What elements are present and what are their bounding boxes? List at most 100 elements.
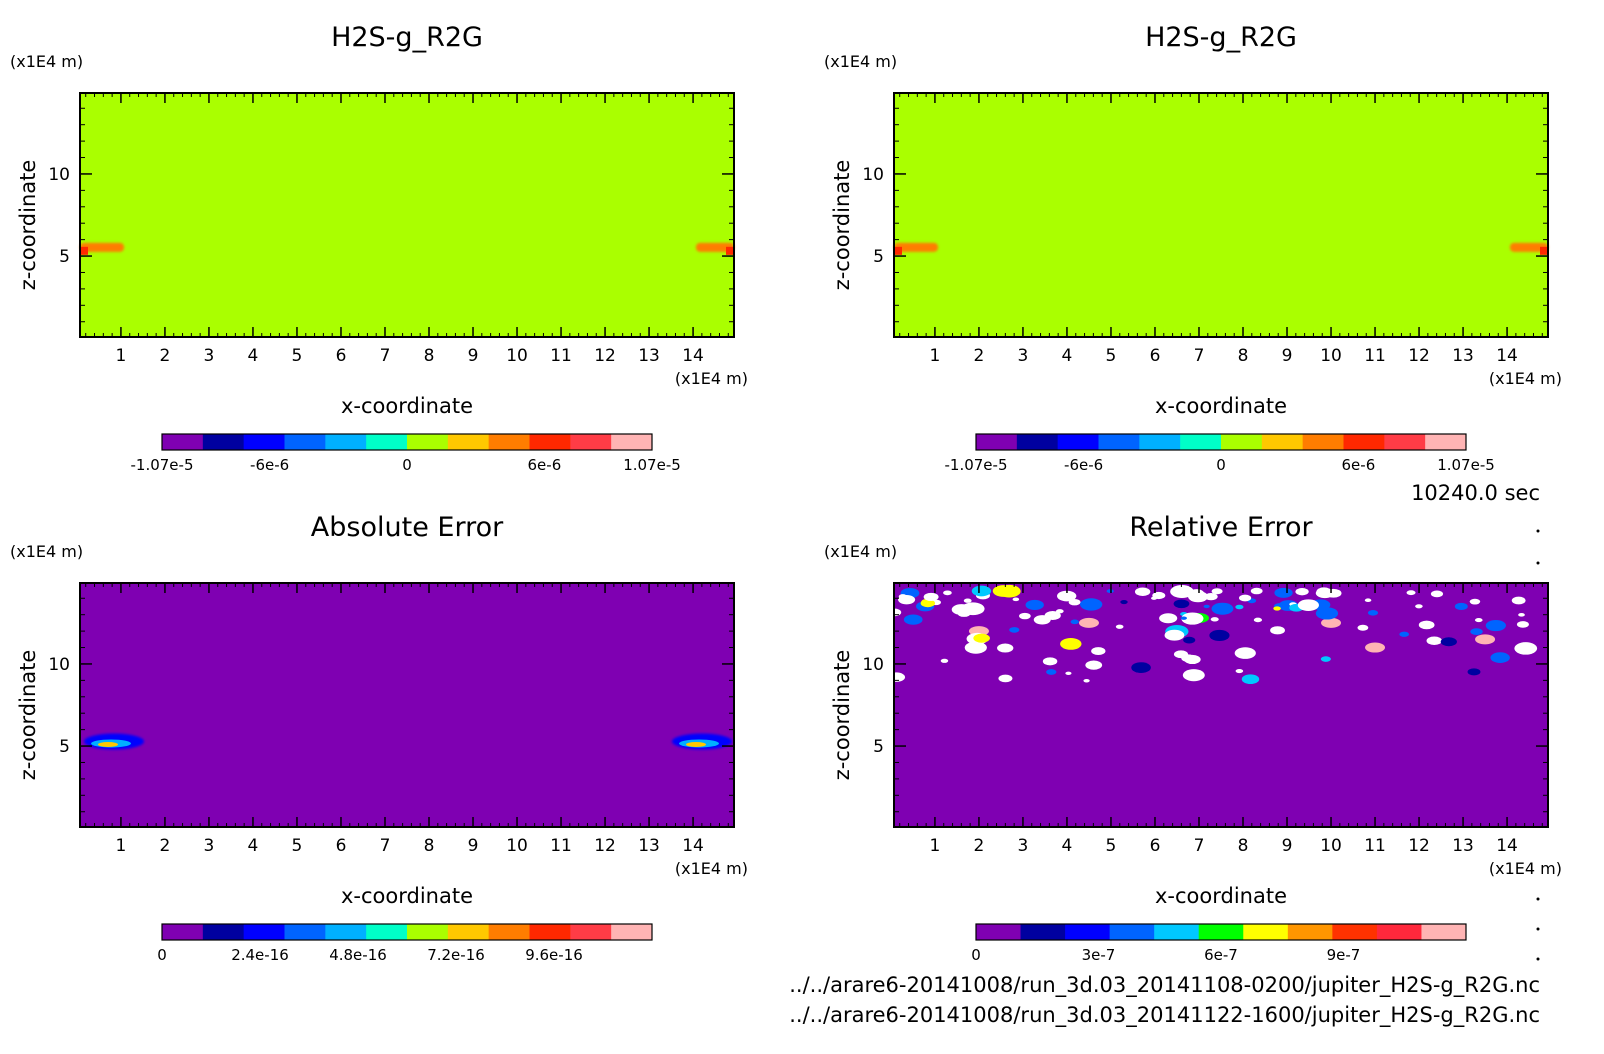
x-tick-label: 8: [424, 346, 435, 366]
x-tick-label: 13: [638, 836, 660, 856]
x-tick-label: 12: [594, 346, 616, 366]
error-speck: [1295, 589, 1304, 594]
error-speck: [1055, 609, 1064, 614]
error-speck: [1211, 588, 1223, 595]
colorbar-swatch: [1198, 924, 1244, 940]
chart-title: H2S-g_R2G: [1145, 22, 1297, 53]
colorbar-swatch: [1243, 924, 1289, 940]
x-tick-label: 1: [930, 836, 941, 856]
error-speck: [1511, 596, 1526, 605]
x-tick-label: 6: [1150, 836, 1161, 856]
error-feature: [1475, 634, 1496, 645]
error-speck: [1454, 602, 1468, 610]
error-speck: [1474, 618, 1483, 623]
colorbar-swatch: [1016, 434, 1059, 450]
colorbar-tick-label: 0: [971, 946, 981, 964]
error-speck: [1068, 598, 1081, 606]
error-speck: [1151, 596, 1158, 600]
x-tick-label: 9: [1282, 836, 1293, 856]
x-tick-label: 10: [1320, 836, 1342, 856]
colorbar-frame: [161, 923, 653, 941]
error-speck: [1170, 585, 1194, 598]
colorbar-swatch: [407, 924, 449, 940]
x-tick-label: 6: [1150, 346, 1161, 366]
colorbar-swatch: [202, 924, 245, 940]
x-tick-label: 4: [248, 836, 259, 856]
error-speck: [1181, 612, 1204, 625]
error-speck: [1320, 656, 1331, 662]
chart-panel-4: Relative Error(x1E4 m)1 2 3 4 5 6 7 8 9 10 11 12 13 1…: [824, 512, 1562, 964]
x-tick-label: 7: [380, 346, 391, 366]
x-tick-label: 7: [1194, 836, 1205, 856]
error-speck: [1019, 612, 1031, 620]
chart-panel-3: Absolute Error(x1E4 m)1 2 3 4 5 6 7 8 9 10 11 12 13 1…: [10, 512, 748, 964]
error-speck: [1057, 590, 1077, 602]
error-speck: [1440, 637, 1457, 647]
x-unit-label: (x1E4 m): [675, 369, 748, 388]
colorbar-swatch: [1065, 924, 1111, 940]
colorbar-swatch: [284, 434, 326, 450]
field-feature: [1510, 242, 1548, 252]
field-feature: [894, 242, 938, 252]
y-tick-label: 5: [59, 737, 70, 757]
error-speck: [1516, 621, 1529, 628]
colorbar-swatch: [1057, 434, 1099, 450]
error-speck: [951, 604, 972, 615]
colorbar-tick-label: 3e-7: [1082, 946, 1116, 964]
error-speck: [1134, 587, 1151, 596]
error-speck: [1181, 654, 1196, 663]
y-unit-label: (x1E4 m): [824, 542, 897, 561]
colorbar-tick-label: -1.07e-5: [131, 456, 194, 474]
y-tick-label: 5: [873, 737, 884, 757]
x-tick-label: 4: [248, 346, 259, 366]
error-speck: [1490, 652, 1510, 663]
error-feature-core: [98, 741, 118, 747]
error-speck: [1211, 602, 1234, 615]
error-speck: [963, 598, 972, 603]
error-speck: [1297, 599, 1319, 611]
error-speck: [1235, 604, 1244, 610]
error-feature-core: [686, 741, 706, 747]
error-speck: [1120, 599, 1128, 605]
error-speck: [1430, 590, 1444, 598]
colorbar-swatch: [1421, 924, 1467, 940]
x-tick-label: 9: [1282, 346, 1293, 366]
x-axis-label: x-coordinate: [1155, 394, 1287, 418]
error-speck: [1209, 629, 1230, 641]
error-speck: [923, 592, 939, 602]
x-tick-label: 2: [160, 836, 171, 856]
x-tick-label: 2: [160, 346, 171, 366]
x-tick-label: 2: [974, 346, 985, 366]
plot-background: [894, 93, 1548, 337]
x-tick-label: 2: [974, 836, 985, 856]
error-speck: [1399, 631, 1409, 637]
error-feature: [1078, 617, 1099, 628]
colorbar-swatch: [1287, 924, 1333, 940]
x-tick-label: 4: [1062, 836, 1073, 856]
x-tick-label: 11: [550, 346, 572, 366]
x-unit-label: (x1E4 m): [1489, 369, 1562, 388]
x-tick-label: 13: [638, 346, 660, 366]
colorbar-swatch: [976, 434, 1018, 450]
error-speck: [1183, 636, 1196, 644]
x-tick-label: 5: [292, 346, 303, 366]
error-speck: [1159, 613, 1178, 624]
error-speck: [1210, 617, 1219, 622]
x-tick-label: 14: [682, 346, 704, 366]
y-axis-label: z-coordinate: [830, 160, 854, 291]
x-tick-label: 3: [204, 346, 215, 366]
x-unit-label: (x1E4 m): [1489, 859, 1562, 878]
error-speck: [1164, 629, 1185, 641]
error-speck: [1115, 624, 1124, 629]
plot-background: [80, 93, 734, 337]
error-speck: [1357, 624, 1369, 631]
plot-frame: [79, 92, 735, 338]
colorbar-swatch: [407, 434, 449, 450]
colorbar-tick-label: 7.2e-16: [427, 946, 485, 964]
error-speck: [1083, 679, 1090, 683]
plot-frame: [893, 92, 1549, 338]
error-speck: [1180, 616, 1187, 620]
stray-dots: [1536, 529, 1540, 961]
colorbar-swatch: [1098, 434, 1140, 450]
colorbar-swatch: [243, 434, 285, 450]
